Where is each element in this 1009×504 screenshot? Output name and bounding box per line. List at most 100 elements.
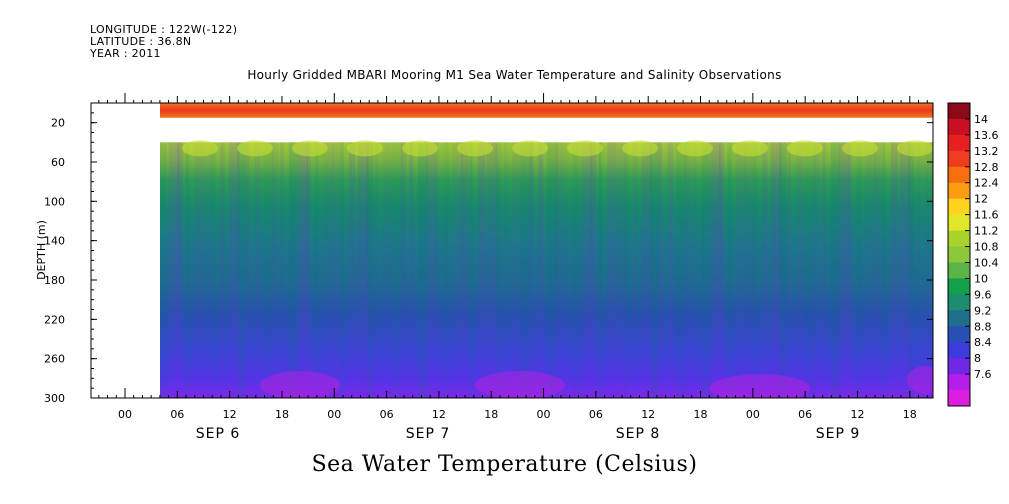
surface-temperature-band <box>160 103 933 118</box>
variability-streak <box>658 142 663 398</box>
colorbar-swatch <box>948 390 970 407</box>
variability-streak <box>271 142 279 398</box>
variability-streak <box>529 142 534 398</box>
variability-streak <box>873 142 882 398</box>
variability-streak <box>521 142 532 398</box>
variability-streak <box>418 142 428 398</box>
variability-streak <box>435 142 439 398</box>
variability-streak <box>254 142 262 398</box>
colorbar-label: 12.8 <box>974 161 999 174</box>
warm-patch <box>732 140 768 157</box>
cold-pocket <box>907 366 933 394</box>
variability-streak <box>572 142 580 398</box>
x-tick-label: 18 <box>694 408 708 421</box>
variability-streak <box>426 142 437 398</box>
variability-streak <box>443 142 450 398</box>
variability-streak <box>830 142 841 398</box>
y-tick-label: 260 <box>44 353 65 366</box>
x-tick-label: 00 <box>746 408 760 421</box>
variability-streak <box>848 142 852 398</box>
variability-streak <box>323 142 334 398</box>
variability-streak <box>194 142 204 398</box>
variability-streak <box>796 142 804 398</box>
variability-streak <box>375 142 379 398</box>
variability-streak <box>185 142 190 398</box>
colorbar-swatch <box>948 262 970 279</box>
variability-streak <box>314 142 319 398</box>
colorbar-label: 12.4 <box>974 177 999 190</box>
colorbar: 14 13.6 13.2 12.8 12.4 12 11.6 11.2 10.8 10.4 10 9.… <box>947 102 999 407</box>
warm-patch <box>677 140 713 157</box>
y-tick-label: 60 <box>51 156 65 169</box>
colorbar-label: 10.8 <box>974 241 999 254</box>
warm-patch <box>402 140 438 157</box>
variability-streak <box>581 142 593 398</box>
heatmap-field <box>160 103 933 398</box>
variability-streak <box>701 142 710 398</box>
variability-streak <box>383 142 392 398</box>
colorbar-swatch <box>948 103 970 120</box>
day-label: SEP 8 <box>616 426 661 442</box>
variability-streak <box>770 142 782 398</box>
variability-streak <box>676 142 687 398</box>
variability-streak <box>228 142 240 398</box>
colorbar-swatch <box>948 230 970 248</box>
colorbar-label: 8.4 <box>974 336 992 349</box>
y-tick-label: 140 <box>44 235 65 248</box>
colorbar-label: 13.6 <box>974 129 999 142</box>
warm-patch <box>347 140 383 157</box>
colorbar-swatch <box>948 310 970 327</box>
variability-streak <box>865 142 876 398</box>
x-tick-label: 18 <box>903 408 917 421</box>
colorbar-label: 11.2 <box>974 225 999 238</box>
y-axis-title: DEPTH (m) <box>35 220 48 280</box>
variability-streak <box>667 142 674 398</box>
variability-streak <box>822 142 826 398</box>
variability-streak <box>615 142 627 398</box>
colorbar-swatch <box>948 134 970 152</box>
variability-streak <box>246 142 250 398</box>
colorbar-swatch <box>948 374 970 391</box>
variability-streak <box>710 142 722 398</box>
chart-title: Hourly Gridded MBARI Mooring M1 Sea Wate… <box>247 68 782 82</box>
x-tick-label: 18 <box>484 408 498 421</box>
variability-streak <box>547 142 558 398</box>
y-tick-label: 20 <box>51 117 65 130</box>
variability-streak <box>237 142 246 398</box>
variability-streak <box>297 142 309 398</box>
variability-streak <box>916 142 921 398</box>
variability-streak <box>624 142 629 398</box>
x-tick-label: 06 <box>380 408 394 421</box>
warm-patch <box>457 140 493 157</box>
variability-streak <box>633 142 638 398</box>
colorbar-swatch <box>948 342 970 359</box>
x-tick-label: 06 <box>170 408 184 421</box>
latitude-label: LATITUDE : 36.8N <box>90 35 192 48</box>
variability-streak <box>332 142 342 398</box>
day-label: SEP 6 <box>196 426 241 442</box>
y-tick-label: 100 <box>44 195 65 208</box>
variability-streak <box>478 142 486 398</box>
warm-patch <box>897 140 933 157</box>
variability-streak <box>289 142 298 398</box>
variability-streak <box>891 142 898 398</box>
colorbar-swatch <box>948 246 970 263</box>
colorbar-frame <box>947 102 971 407</box>
variability-streak <box>203 142 214 398</box>
variability-streak <box>400 142 406 398</box>
variability-streak <box>263 142 275 398</box>
day-label: SEP 7 <box>406 426 451 442</box>
variability-streak <box>590 142 597 398</box>
variability-streak <box>486 142 498 398</box>
colorbar-label: 8 <box>974 352 981 365</box>
variability-streak <box>538 142 544 398</box>
variability-streak <box>736 142 747 398</box>
variability-streak <box>899 142 911 398</box>
variability-streak <box>469 142 473 398</box>
variability-streak <box>512 142 522 398</box>
axes: 20 60 100 140 180 220 260 300 00 06 12 18 00 06 12 18 00… <box>44 93 933 442</box>
warm-patch <box>237 140 273 157</box>
variable-title: Sea Water Temperature (Celsius) <box>311 452 698 477</box>
variability-streak <box>357 142 369 398</box>
x-tick-label: 00 <box>327 408 341 421</box>
